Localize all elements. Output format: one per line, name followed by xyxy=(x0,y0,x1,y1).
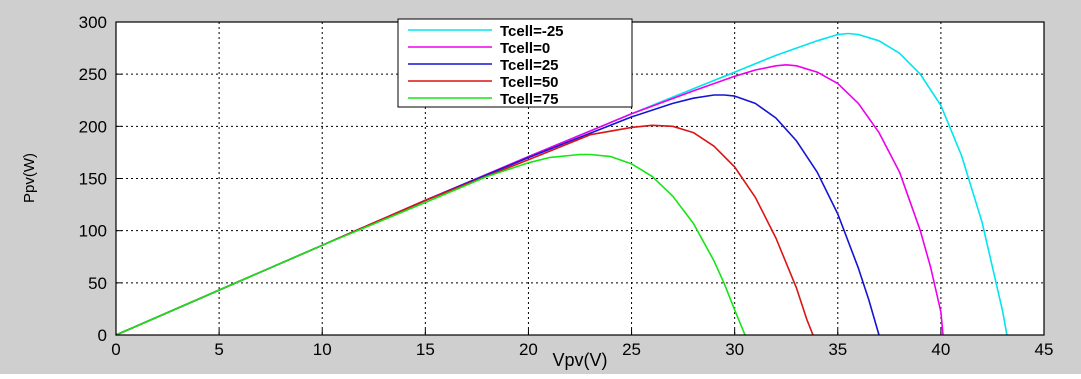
y-tick-label: 150 xyxy=(79,170,107,189)
x-axis-label: Vpv(V) xyxy=(552,350,607,370)
series-line xyxy=(115,124,814,336)
y-tick-label: 250 xyxy=(79,65,107,84)
x-tick-label: 25 xyxy=(622,340,641,359)
x-tick-label: 20 xyxy=(519,340,538,359)
legend-label: Tcell=0 xyxy=(500,40,550,57)
series-layer xyxy=(115,32,1008,336)
y-tick-label: 0 xyxy=(98,326,107,345)
grid xyxy=(116,22,1044,335)
series-line xyxy=(115,153,746,336)
x-tick-label: 45 xyxy=(1035,340,1054,359)
y-tick-label: 100 xyxy=(79,222,107,241)
y-tick-label: 200 xyxy=(79,117,107,136)
y-tick-label: 50 xyxy=(88,274,107,293)
x-tick-label: 10 xyxy=(313,340,332,359)
x-tick-label: 30 xyxy=(725,340,744,359)
legend-label: Tcell=50 xyxy=(500,74,559,91)
x-ticks: 0 5 10 15 20 25 30 35 40 45 xyxy=(111,329,1053,359)
x-tick-label: 5 xyxy=(214,340,223,359)
legend-box xyxy=(397,18,633,108)
y-ticks: 0 50 100 150 200 250 300 xyxy=(79,13,122,345)
legend-label: Tcell=75 xyxy=(500,91,559,108)
x-tick-label: 15 xyxy=(416,340,435,359)
legend-label: Tcell=-25 xyxy=(500,23,564,40)
x-tick-label: 40 xyxy=(931,340,950,359)
x-tick-label: 35 xyxy=(828,340,847,359)
legend-label: Tcell=25 xyxy=(500,57,559,74)
y-tick-label: 300 xyxy=(79,13,107,32)
y-axis-label: Ppv(W) xyxy=(21,153,38,203)
x-tick-label: 0 xyxy=(111,340,120,359)
